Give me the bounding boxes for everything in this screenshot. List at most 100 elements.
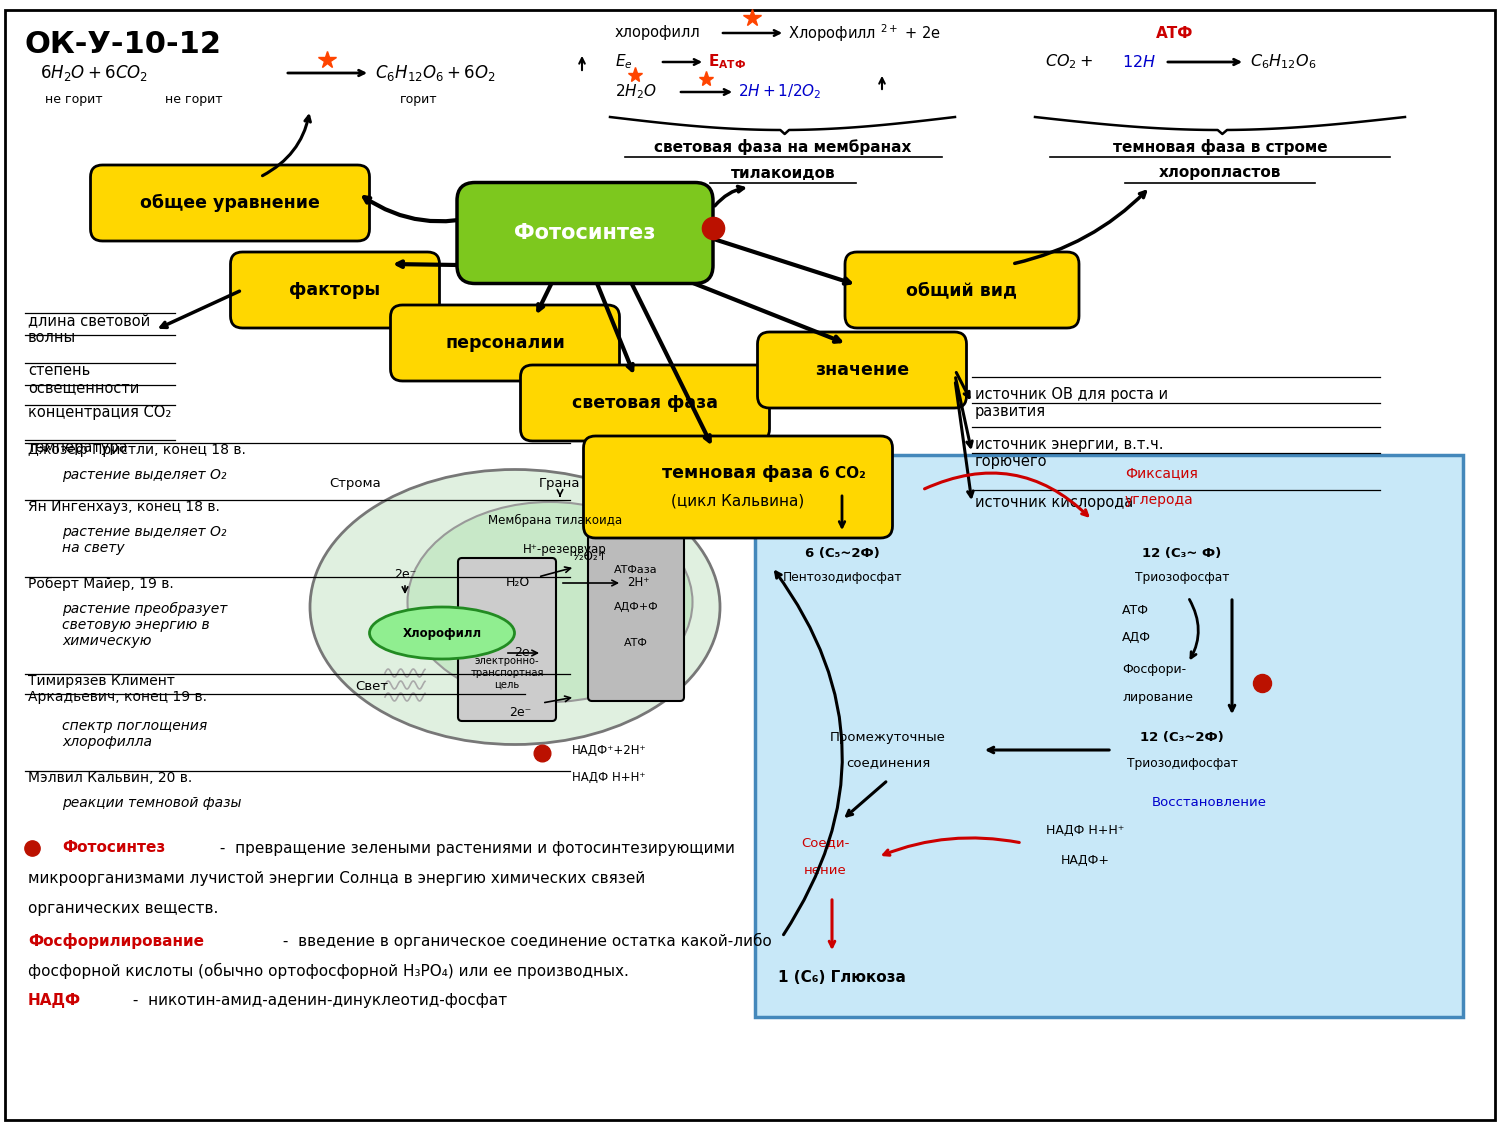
Text: 6 CO₂: 6 CO₂ [819,466,866,480]
Text: НАДФ: НАДФ [28,993,81,1008]
Text: НАДФ Н+Н⁺: НАДФ Н+Н⁺ [572,771,645,783]
Text: органических веществ.: органических веществ. [28,900,219,916]
Text: темновая фаза в строме: темновая фаза в строме [1113,140,1328,155]
Text: концентрация CO₂: концентрация CO₂ [28,405,171,420]
Text: $12H$: $12H$ [1122,54,1156,70]
Text: (цикл Кальвина): (цикл Кальвина) [672,494,804,508]
Text: Соеди-: Соеди- [801,837,849,849]
Text: реакции темновой фазы: реакции темновой фазы [62,796,242,810]
Text: Фосфорилирование: Фосфорилирование [28,933,204,950]
Text: не горит: не горит [45,93,102,107]
Text: Мембрана тилакоида: Мембрана тилакоида [488,513,622,526]
Text: Фотосинтез: Фотосинтез [62,840,165,855]
Text: 2H⁺: 2H⁺ [627,576,650,590]
Ellipse shape [408,502,693,702]
FancyBboxPatch shape [844,252,1078,328]
Text: 12 (С₃~ Ф): 12 (С₃~ Ф) [1143,547,1221,559]
Text: 6 (С₅~2Ф): 6 (С₅~2Ф) [804,547,879,559]
Text: общий вид: общий вид [906,281,1017,299]
Text: $CO_2 +$: $CO_2 +$ [1046,53,1094,71]
Text: Триозофосфат: Триозофосфат [1136,572,1228,585]
Text: 2e⁻: 2e⁻ [394,568,416,582]
FancyBboxPatch shape [458,558,556,721]
Text: Промежуточные: Промежуточные [830,730,946,744]
Text: растение преобразует
световую энергию в
химическую: растение преобразует световую энергию в … [62,602,228,648]
FancyBboxPatch shape [588,508,684,701]
Text: температура: температура [28,440,129,454]
Text: АТФ: АТФ [624,638,648,648]
FancyBboxPatch shape [754,455,1462,1017]
Text: соединения: соединения [846,756,930,770]
Text: хлоропластов: хлоропластов [1160,165,1281,180]
Text: лирование: лирование [1122,691,1192,703]
Text: ¹⁄₂O₂↑: ¹⁄₂O₂↑ [573,550,608,564]
Text: Фиксация: Фиксация [1125,466,1198,480]
FancyBboxPatch shape [390,305,620,381]
Text: хлорофилл: хлорофилл [615,26,701,40]
Text: АТФ: АТФ [1122,603,1149,616]
FancyBboxPatch shape [520,364,770,441]
Text: персоналии: персоналии [446,334,566,352]
Text: факторы: факторы [290,281,381,299]
Text: -  никотин-амид-аденин-динуклеотид-фосфат: - никотин-амид-аденин-динуклеотид-фосфат [128,993,507,1008]
Text: -  введение в органическое соединение остатка какой-либо: - введение в органическое соединение ост… [278,933,771,950]
Text: Строма: Строма [328,477,381,489]
Text: НАДФ+: НАДФ+ [1060,854,1110,866]
Text: световая фаза на мембранах: световая фаза на мембранах [654,140,912,155]
Text: электронно-
транспортная
цель: электронно- транспортная цель [471,656,543,690]
Text: -  превращение зелеными растениями и фотосинтезирующими: - превращение зелеными растениями и фото… [214,840,735,855]
Text: Ян Ингенхауз, конец 18 в.: Ян Ингенхауз, конец 18 в. [28,500,220,514]
FancyBboxPatch shape [458,182,712,284]
Text: углерода: углерода [1125,493,1194,507]
Text: растение выделяет O₂
на свету: растение выделяет O₂ на свету [62,525,226,556]
Text: $C_6H_{12}O_6 + 6O_2$: $C_6H_{12}O_6 + 6O_2$ [375,63,495,83]
Text: $6H_2O + 6CO_2$: $6H_2O + 6CO_2$ [40,63,148,83]
Text: микроорганизмами лучистой энергии Солнца в энергию химических связей: микроорганизмами лучистой энергии Солнца… [28,871,645,885]
Text: Пентозодифосфат: Пентозодифосфат [783,572,902,585]
Text: $E_е$: $E_е$ [615,53,633,71]
Text: 2е: 2е [514,647,529,659]
Text: ОК-У-10-12: ОК-У-10-12 [26,30,222,58]
Text: Свет: Свет [356,681,388,693]
Text: Восстановление: Восстановление [1152,796,1268,810]
Text: Роберт Майер, 19 в.: Роберт Майер, 19 в. [28,577,174,591]
Text: источник кислорода: источник кислорода [975,495,1134,511]
Text: Хлорофилл $^{2+}$ + 2е: Хлорофилл $^{2+}$ + 2е [788,22,940,44]
Text: АТФаза: АТФаза [614,565,658,575]
Text: Хлорофилл: Хлорофилл [402,627,482,639]
Text: источник ОВ для роста и
развития: источник ОВ для роста и развития [975,387,1168,420]
Text: общее уравнение: общее уравнение [140,193,320,213]
Text: горит: горит [400,93,438,107]
Text: тилакоидов: тилакоидов [730,165,836,180]
Text: $2H + 1/2O_2$: $2H + 1/2O_2$ [738,82,822,101]
Text: значение: значение [815,361,909,379]
Text: АДФ+Ф: АДФ+Ф [614,602,658,612]
Text: источник энергии, в.т.ч.
горючего: источник энергии, в.т.ч. горючего [975,436,1164,469]
Text: 1 (С₆) Глюкоза: 1 (С₆) Глюкоза [778,970,906,984]
Text: фосфорной кислоты (обычно ортофосфорной H₃PO₄) или ее производных.: фосфорной кислоты (обычно ортофосфорной … [28,963,628,979]
Text: Тимирязев Климент
Аркадьевич, конец 19 в.: Тимирязев Климент Аркадьевич, конец 19 в… [28,674,207,704]
Ellipse shape [369,608,514,659]
Text: АТФ: АТФ [1156,26,1194,40]
Text: не горит: не горит [165,93,222,107]
Text: Н⁺-резервуар: Н⁺-резервуар [524,543,608,557]
Text: нение: нение [804,864,846,876]
Text: 12 (С₃~2Ф): 12 (С₃~2Ф) [1140,730,1224,744]
Text: АДФ: АДФ [1122,630,1150,644]
Text: НАДФ⁺+2Н⁺: НАДФ⁺+2Н⁺ [572,744,646,756]
Text: степень
освещенности: степень освещенности [28,363,140,395]
Text: $C_6H_{12}O_6$: $C_6H_{12}O_6$ [1250,53,1317,71]
Text: Фосфори-: Фосфори- [1122,664,1186,676]
Text: растение выделяет O₂: растение выделяет O₂ [62,468,226,482]
Text: НАДФ Н+Н⁺: НАДФ Н+Н⁺ [1046,824,1124,837]
FancyBboxPatch shape [584,436,892,538]
Text: Фотосинтез: Фотосинтез [514,223,656,243]
Text: Грана: Грана [540,477,580,489]
Text: длина световой
волны: длина световой волны [28,313,150,345]
Text: $\mathbf{E_{АТФ}}$: $\mathbf{E_{АТФ}}$ [708,53,746,71]
Text: Мэлвил Кальвин, 20 в.: Мэлвил Кальвин, 20 в. [28,771,192,785]
Text: световая фаза: световая фаза [572,394,718,412]
Text: 2е⁻: 2е⁻ [509,706,531,720]
Text: темновая фаза: темновая фаза [663,464,813,482]
Text: $2H_2O$: $2H_2O$ [615,82,657,101]
